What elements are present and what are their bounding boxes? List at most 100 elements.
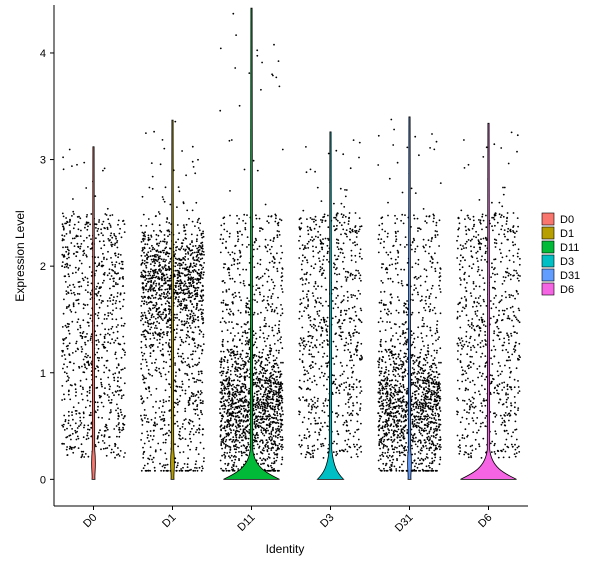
data-point [264, 382, 266, 384]
data-point [194, 412, 197, 415]
data-point [195, 431, 197, 433]
data-point [156, 423, 159, 426]
data-point [279, 426, 282, 429]
data-point [314, 219, 317, 222]
data-point [350, 342, 352, 345]
data-point [355, 453, 358, 455]
data-point [228, 383, 231, 386]
data-point [229, 332, 232, 334]
data-point [197, 257, 200, 259]
data-point [429, 377, 432, 379]
data-point [89, 404, 91, 407]
data-point [202, 336, 205, 338]
data-point [96, 437, 99, 440]
data-point [192, 318, 195, 321]
data-point [168, 396, 171, 398]
data-point [147, 310, 150, 312]
data-point [161, 336, 164, 339]
data-point [187, 404, 190, 406]
data-point [185, 223, 188, 226]
data-point [316, 422, 318, 425]
data-point [166, 334, 169, 337]
data-point [234, 373, 237, 376]
data-point [118, 300, 121, 303]
data-point [68, 221, 71, 223]
data-point [67, 410, 70, 413]
data-point [177, 355, 180, 358]
data-point [237, 238, 240, 241]
data-point [277, 404, 280, 406]
data-point [162, 251, 165, 254]
data-point [144, 469, 147, 472]
data-point [122, 426, 124, 429]
data-point [96, 351, 99, 354]
data-point [200, 271, 203, 273]
data-point [263, 434, 266, 437]
data-point [255, 355, 258, 357]
data-point [266, 359, 269, 362]
data-point [228, 455, 230, 458]
data-point [267, 304, 270, 306]
data-point [270, 366, 273, 368]
data-point [154, 289, 157, 292]
data-point [200, 311, 203, 314]
data-point [305, 437, 308, 440]
data-point [307, 372, 310, 374]
data-point [143, 333, 145, 336]
data-point [270, 295, 273, 298]
data-point [225, 290, 228, 293]
data-point [75, 438, 78, 441]
data-point [117, 256, 119, 259]
data-point [278, 349, 280, 352]
data-point [180, 329, 182, 332]
data-point [97, 317, 100, 320]
data-point [357, 230, 360, 233]
data-point [76, 430, 78, 433]
data-point [305, 273, 308, 275]
data-point [163, 266, 166, 268]
data-point [240, 255, 242, 257]
data-point [199, 345, 202, 348]
data-point [357, 269, 359, 272]
data-point [142, 282, 145, 285]
data-point [275, 391, 278, 394]
data-point [327, 226, 330, 229]
data-point [86, 432, 89, 434]
data-point [106, 447, 109, 449]
data-point [270, 430, 273, 433]
data-point [331, 442, 334, 445]
data-point [162, 399, 165, 401]
data-point [265, 246, 267, 249]
data-point [239, 404, 242, 407]
data-point [107, 328, 110, 331]
data-point [336, 273, 338, 276]
data-point [226, 444, 229, 447]
data-point [230, 405, 233, 408]
data-point [85, 378, 88, 381]
data-point [226, 385, 229, 388]
data-point [239, 338, 241, 341]
data-point [259, 227, 261, 230]
data-point [180, 304, 183, 307]
data-point [359, 225, 361, 228]
data-point [122, 417, 125, 420]
data-point [166, 432, 168, 435]
data-point [80, 393, 83, 395]
data-point [184, 469, 187, 472]
data-point [273, 441, 276, 443]
data-point [71, 446, 73, 449]
data-point [242, 401, 245, 404]
data-point [264, 390, 267, 392]
data-point [163, 200, 166, 203]
data-point [307, 240, 310, 243]
data-point [281, 308, 284, 310]
data-point [114, 302, 117, 305]
data-point [272, 373, 275, 376]
data-point [254, 381, 257, 384]
data-point [333, 374, 335, 377]
data-point [257, 403, 260, 405]
data-point [278, 261, 281, 264]
data-point [103, 435, 106, 438]
data-point [262, 395, 265, 398]
data-point [194, 297, 197, 300]
